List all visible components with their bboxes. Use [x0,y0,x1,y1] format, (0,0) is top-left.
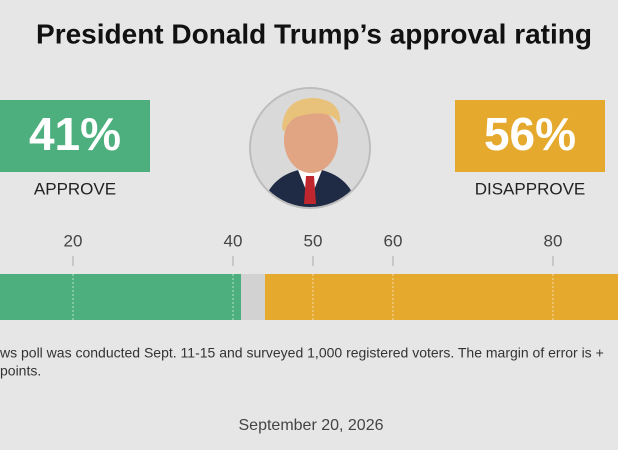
footnote: ws poll was conducted Sept. 11-15 and su… [0,345,604,361]
approve-box [0,100,150,172]
approve-value-label: 41% [29,108,121,160]
footnote: points. [0,363,41,379]
legend-label: APPROVE [34,179,116,198]
disapprove-box [455,100,605,172]
portrait [249,87,371,209]
bar [265,274,618,320]
x-tick-label: 60 [384,231,403,250]
disapprove-value-label: 56% [484,108,576,160]
date: September 20, 2026 [239,417,384,434]
bar [0,274,241,320]
x-tick-label: 50 [304,231,323,250]
chart-title: President Donald Trump’s approval rating [36,18,592,49]
x-tick-label: 20 [64,231,83,250]
legend-label: DISAPPROVE [475,179,586,198]
x-tick-label: 40 [224,231,243,250]
x-tick-label: 80 [544,231,563,250]
